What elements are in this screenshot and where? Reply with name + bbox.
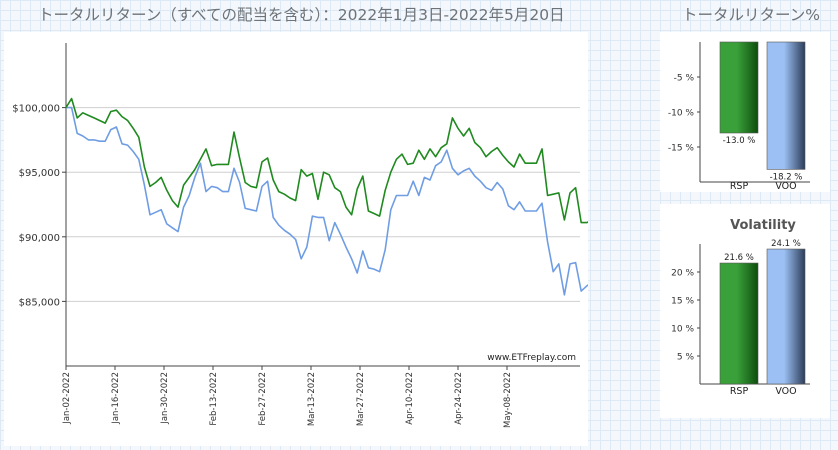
return-chart-panel: -5 % -10 % -15 % -13.0 % RSP -18.2 % VOO — [660, 32, 830, 192]
bar-rsp — [719, 41, 759, 134]
y-tick-label: 5 % — [677, 353, 695, 363]
volatility-chart-panel: 20 % 15 % 10 % 5 % 21.6 % RSP 24.1 % VOO Volatil… — [660, 204, 830, 418]
series-line-rsp — [65, 97, 666, 278]
y-tick-label: $85,000 — [19, 297, 60, 308]
y-tick-label: -15 % — [668, 144, 695, 154]
watermark: www.ETFreplay.com — [487, 353, 576, 363]
x-tick-label: May-08-2022 — [503, 372, 513, 428]
category-label: RSP — [730, 181, 749, 192]
return-chart-title: トータルリターン% — [682, 6, 820, 24]
line-chart-panel: $100,000 $95,000 $90,000 $85,000 Jan-02-2022… — [4, 32, 666, 446]
bar-value-label: -18.2 % — [770, 172, 803, 182]
line-chart: $100,000 $95,000 $90,000 $85,000 Jan-02-2022… — [12, 43, 666, 428]
x-tick-label: Jan-02-2022 — [62, 372, 72, 425]
x-tick-label: Apr-10-2022 — [405, 372, 415, 425]
y-tick-label: 15 % — [671, 297, 694, 307]
bar-value-label: -13.0 % — [723, 136, 756, 146]
y-tick-label: 20 % — [671, 269, 694, 279]
bar-value-label: 24.1 % — [771, 239, 801, 249]
bar-voo — [766, 41, 806, 170]
category-label: RSP — [730, 386, 749, 397]
y-tick-label: -5 % — [674, 74, 695, 84]
x-tick-label: Mar-27-2022 — [356, 372, 366, 426]
series-line-voo — [66, 106, 666, 340]
return-bar-chart: -5 % -10 % -15 % -13.0 % RSP -18.2 %VOO — [668, 41, 810, 192]
x-tick-label: Jan-16-2022 — [111, 372, 121, 425]
y-tick-label: $90,000 — [19, 233, 60, 244]
y-tick-label: -10 % — [668, 109, 695, 119]
volatility-bar-chart: 20 % 15 % 10 % 5 % 21.6 % RSP 24.1 % VOO Volatil… — [671, 218, 810, 397]
y-tick-label: $100,000 — [12, 104, 60, 115]
y-tick-label: $95,000 — [19, 168, 60, 179]
x-tick-label: Feb-13-2022 — [209, 372, 219, 426]
x-tick-label: Feb-27-2022 — [258, 372, 268, 426]
bar-value-label: 21.6 % — [724, 253, 754, 263]
bar-voo — [766, 248, 806, 385]
category-label: VOO — [775, 181, 796, 192]
x-tick-label: Apr-24-2022 — [454, 372, 464, 425]
x-tick-label: Mar-13-2022 — [307, 372, 317, 426]
category-label: VOO — [775, 386, 796, 397]
y-tick-label: 10 % — [671, 325, 694, 335]
chart-title: Volatility — [730, 218, 796, 233]
main-chart-title: トータルリターン（すべての配当を含む）：2022年1月3日-2022年5月20日 — [38, 6, 565, 24]
bar-rsp — [719, 262, 759, 385]
x-tick-label: Jan-30-2022 — [160, 372, 170, 425]
